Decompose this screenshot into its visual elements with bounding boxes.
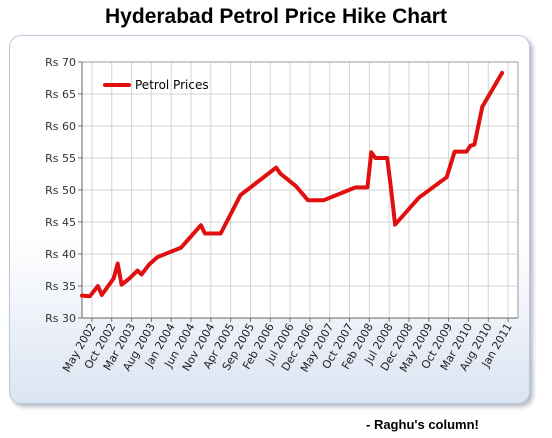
y-tick-label: Rs 70 <box>45 56 76 69</box>
data-point <box>274 166 278 170</box>
data-point <box>500 71 504 75</box>
grid-lines <box>82 61 518 319</box>
data-point <box>393 223 397 227</box>
data-point <box>139 272 143 276</box>
y-tick-label: Rs 40 <box>45 248 76 261</box>
series-lines <box>80 70 505 299</box>
data-point <box>294 184 298 188</box>
axes <box>78 61 519 322</box>
data-point <box>239 193 243 197</box>
data-point <box>88 294 92 298</box>
data-point <box>155 255 159 259</box>
data-point <box>219 232 223 236</box>
y-tick-label: Rs 55 <box>45 152 76 165</box>
data-point <box>472 143 476 147</box>
data-point <box>373 156 377 160</box>
data-point <box>353 185 357 189</box>
data-point <box>203 232 207 236</box>
data-point <box>120 283 124 287</box>
data-point <box>453 150 457 154</box>
data-point <box>147 262 151 266</box>
data-point <box>389 188 393 192</box>
data-point <box>369 150 373 154</box>
data-point <box>278 171 282 175</box>
legend: Petrol Prices <box>103 78 209 92</box>
data-point <box>179 246 183 250</box>
data-point <box>445 175 449 179</box>
data-point <box>112 276 116 280</box>
y-tick-labels: Rs 30 Rs 35 Rs 40 Rs 45 Rs 50 Rs 55 Rs 60 Rs 65… <box>45 56 76 325</box>
data-point <box>135 269 139 273</box>
y-tick-label: Rs 65 <box>45 88 76 101</box>
data-point <box>365 185 369 189</box>
data-point <box>306 198 310 202</box>
data-point <box>116 262 120 266</box>
data-point <box>96 284 100 288</box>
footer-credit: - Raghu's column! <box>366 417 479 432</box>
data-point <box>480 105 484 109</box>
data-point <box>385 156 389 160</box>
y-tick-label: Rs 50 <box>45 184 76 197</box>
data-point <box>468 144 472 148</box>
data-point <box>464 150 468 154</box>
legend-label: Petrol Prices <box>135 78 209 92</box>
data-point <box>322 198 326 202</box>
data-point <box>80 294 84 298</box>
chart-title: Hyderabad Petrol Price Hike Chart <box>105 5 447 28</box>
y-tick-label: Rs 30 <box>45 312 76 325</box>
data-point <box>100 293 104 297</box>
y-tick-label: Rs 45 <box>45 216 76 229</box>
y-tick-label: Rs 35 <box>45 280 76 293</box>
data-point <box>128 276 132 280</box>
data-point <box>417 196 421 200</box>
data-point <box>199 223 203 227</box>
y-tick-label: Rs 60 <box>45 120 76 133</box>
